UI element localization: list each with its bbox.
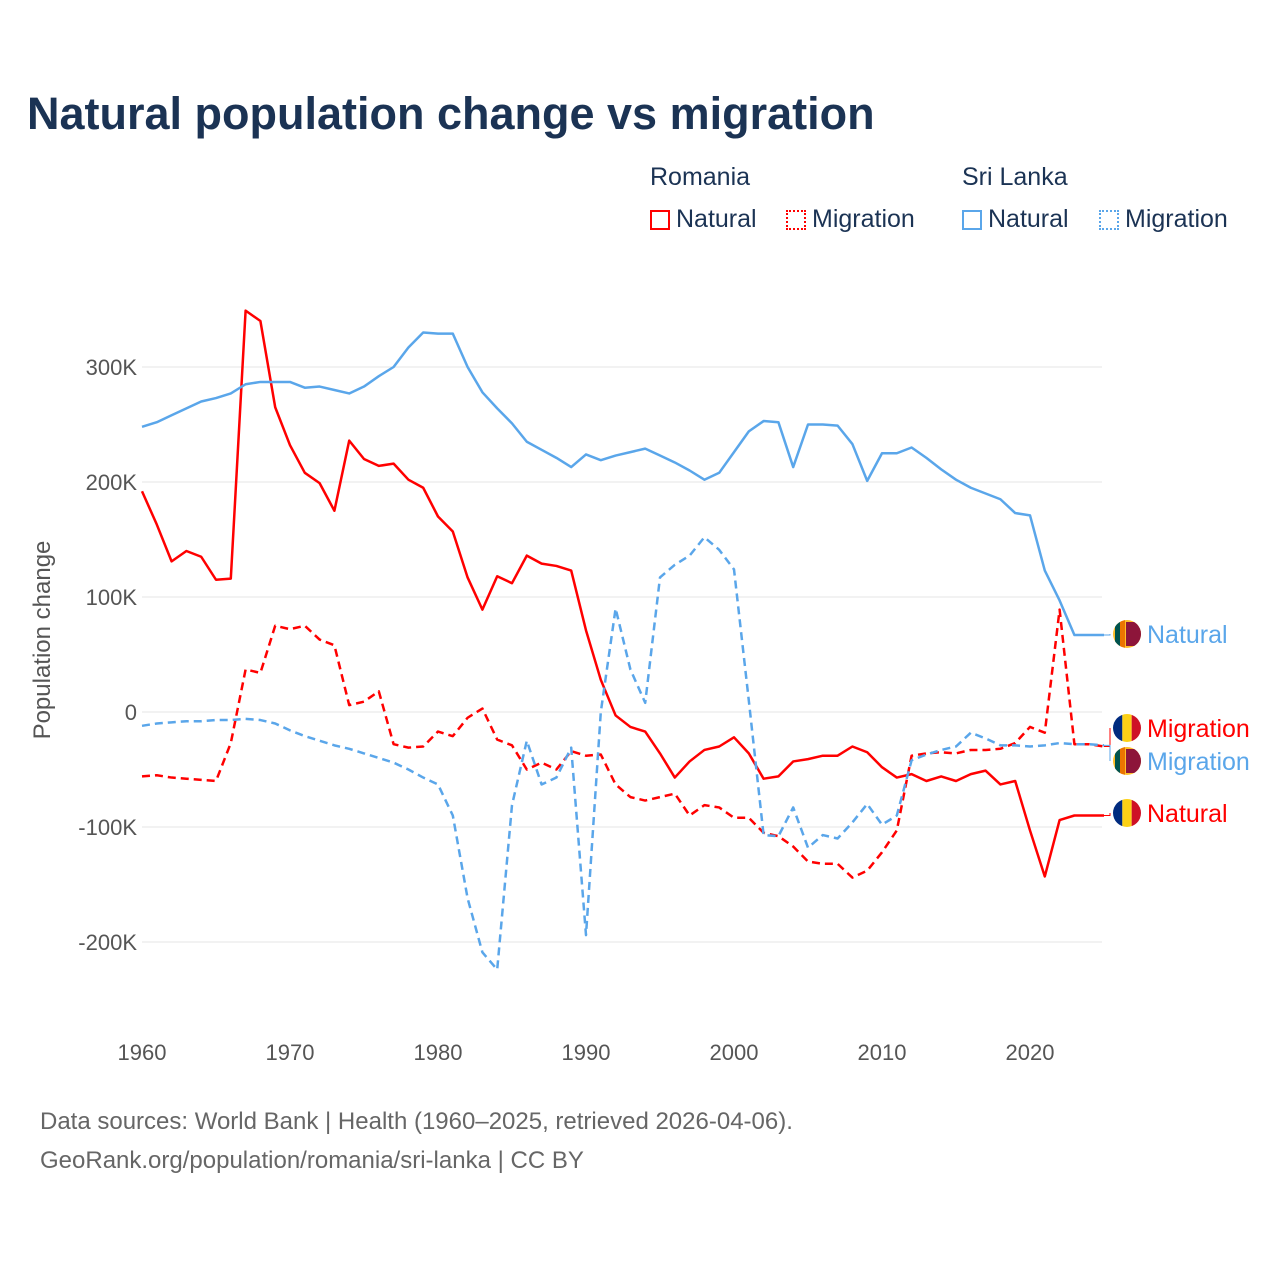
end-label: Migration	[1147, 715, 1250, 743]
legend-label: Natural	[988, 205, 1069, 233]
series-line-romania-natural	[140, 309, 1104, 878]
end-label-connector	[1104, 744, 1111, 761]
legend-item-sri-lanka-migration[interactable]: Migration	[1099, 205, 1228, 234]
series-line-sri-lanka-migration	[141, 535, 1105, 971]
end-label: Migration	[1147, 748, 1250, 776]
legend-group-sri-lanka: Sri Lanka	[962, 163, 1068, 191]
x-tick-label: 1990	[562, 1040, 611, 1065]
sri-lanka-flag-icon	[1113, 620, 1141, 648]
legend-item-romania-migration[interactable]: Migration	[786, 205, 915, 234]
end-label: Natural	[1147, 621, 1228, 649]
legend-group-romania: Romania	[650, 163, 751, 191]
y-tick-label: -100K	[78, 815, 137, 840]
legend-label: Migration	[1125, 205, 1228, 233]
source-line-1: Data sources: World Bank | Health (1960–…	[40, 1108, 793, 1135]
legend-label: Natural	[676, 205, 757, 233]
x-tick-label: 1970	[266, 1040, 315, 1065]
end-label-connector	[1104, 634, 1111, 636]
end-label-connector	[1104, 813, 1111, 816]
chart-title: Natural population change vs migration	[27, 88, 875, 139]
y-tick-label: 0	[125, 700, 137, 725]
x-tick-label: 1960	[118, 1040, 167, 1065]
series-line-romania-migration	[141, 608, 1105, 879]
end-label-connector	[1104, 728, 1111, 747]
y-tick-label: -200K	[78, 930, 137, 955]
y-tick-label: 300K	[86, 355, 138, 380]
x-tick-label: 1980	[414, 1040, 463, 1065]
legend-swatch-solid	[962, 209, 982, 230]
legend-label: Migration	[812, 205, 915, 233]
legend-item-romania-natural[interactable]: Natural	[650, 205, 757, 234]
legend-swatch-dotted	[786, 209, 806, 230]
x-tick-label: 2000	[710, 1040, 759, 1065]
x-tick-label: 2020	[1006, 1040, 1055, 1065]
romania-flag-icon	[1113, 714, 1141, 742]
legend-swatch-solid	[650, 209, 670, 230]
y-tick-label: 200K	[86, 470, 138, 495]
y-axis-label: Population change	[29, 541, 56, 740]
y-tick-label: 100K	[86, 585, 138, 610]
legend-swatch-dotted	[1099, 209, 1119, 230]
romania-flag-icon	[1113, 799, 1141, 827]
source-line-2[interactable]: GeoRank.org/population/romania/sri-lanka…	[40, 1147, 584, 1174]
end-label: Natural	[1147, 800, 1228, 828]
sri-lanka-flag-icon	[1113, 747, 1141, 775]
legend-item-sri-lanka-natural[interactable]: Natural	[962, 205, 1069, 234]
series-line-sri-lanka-natural	[141, 331, 1104, 637]
x-tick-label: 2010	[858, 1040, 907, 1065]
